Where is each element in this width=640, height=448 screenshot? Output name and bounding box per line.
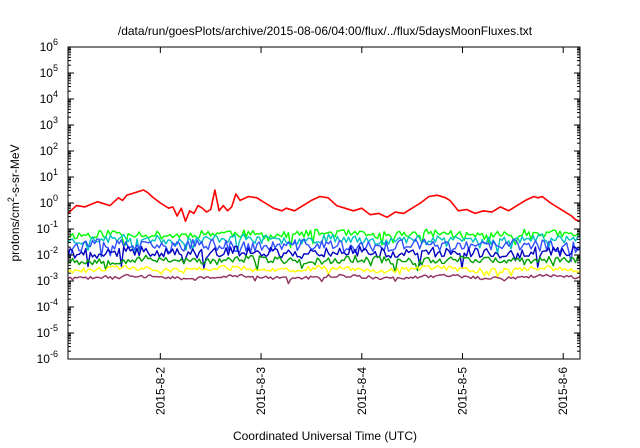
series-line-6	[67, 254, 581, 273]
y-tick-label: 102	[40, 141, 58, 158]
y-tick-exponent: -6	[50, 349, 58, 359]
series-line-5	[67, 245, 581, 269]
y-tick-label: 105	[40, 63, 58, 80]
y-tick-exponent: -2	[50, 245, 58, 255]
x-tick-label: 2015-8-2	[153, 367, 167, 415]
series-line-4	[67, 238, 581, 263]
y-tick-exponent: -3	[50, 271, 58, 281]
series-layer	[67, 189, 581, 285]
x-tick-label: 2015-8-4	[355, 367, 369, 415]
y-tick-base: 10	[40, 118, 54, 132]
y-tick-exponent: 4	[53, 89, 58, 99]
y-tick-exponent: -1	[50, 219, 58, 229]
y-tick-base: 10	[37, 248, 51, 262]
y-axis-label-main: protons/cm	[8, 202, 22, 261]
y-tick-label: 10-3	[37, 271, 58, 288]
plot-frame	[67, 46, 581, 360]
y-tick-exponent: -5	[50, 323, 58, 333]
x-tick-label: 2015-8-3	[254, 367, 268, 415]
y-tick-label: 104	[40, 89, 58, 106]
y-tick-base: 10	[37, 222, 51, 236]
y-tick-label: 101	[40, 167, 58, 184]
y-tick-exponent: 6	[53, 37, 58, 47]
y-tick-exponent: 3	[53, 115, 58, 125]
y-tick-base: 10	[37, 352, 51, 366]
y-tick-base: 10	[40, 170, 54, 184]
series-line-2	[67, 228, 581, 249]
series-line-8	[67, 273, 581, 285]
y-tick-label: 10-5	[37, 323, 58, 340]
y-tick-exponent: -4	[50, 297, 58, 307]
y-axis-label: protons/cm2-s-sr-MeV	[6, 144, 22, 261]
x-tick-label: 2015-8-6	[556, 367, 570, 415]
y-tick-label: 100	[40, 193, 58, 210]
y-tick-label: 10-4	[37, 297, 58, 314]
y-tick-base: 10	[40, 144, 54, 158]
x-axis-label: Coordinated Universal Time (UTC)	[233, 429, 417, 443]
y-tick-base: 10	[40, 196, 54, 210]
y-tick-base: 10	[40, 66, 54, 80]
x-tick-label: 2015-8-5	[455, 367, 469, 415]
y-tick-exponent: 1	[53, 167, 58, 177]
x-axis: 2015-8-2 2015-8-3 2015-8-4 2015-8-5 2015-8-6	[153, 47, 570, 415]
y-tick-exponent: 5	[53, 63, 58, 73]
y-tick-label: 10-6	[37, 349, 58, 366]
y-tick-label: 103	[40, 115, 58, 132]
y-tick-base: 10	[37, 274, 51, 288]
y-tick-exponent: 0	[53, 193, 58, 203]
series-line-1	[67, 189, 581, 222]
y-tick-label: 106	[40, 37, 58, 54]
y-tick-base: 10	[37, 300, 51, 314]
y-tick-base: 10	[37, 326, 51, 340]
y-tick-base: 10	[40, 92, 54, 106]
chart-title: /data/run/goesPlots/archive/2015-08-06/0…	[118, 24, 533, 38]
y-axis-label-unit: -s-sr-MeV	[8, 144, 22, 197]
series-line-7	[67, 264, 581, 278]
y-axis: 10-610-510-410-310-210-11001011021031041…	[37, 37, 580, 366]
y-tick-exponent: 2	[53, 141, 58, 151]
y-axis-label-sup: 2	[6, 197, 16, 202]
y-tick-label: 10-1	[37, 219, 58, 236]
y-tick-label: 10-2	[37, 245, 58, 262]
y-tick-base: 10	[40, 40, 54, 54]
